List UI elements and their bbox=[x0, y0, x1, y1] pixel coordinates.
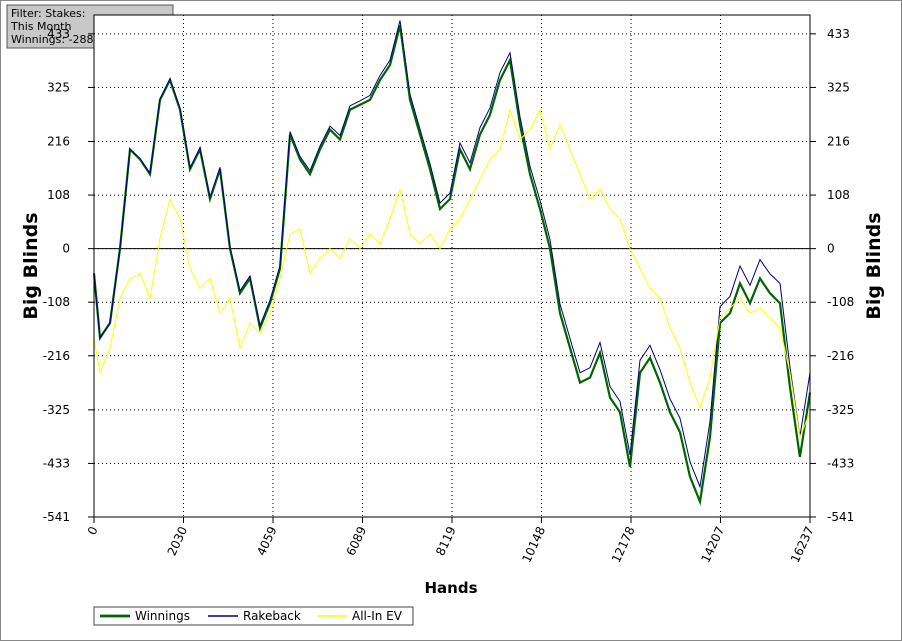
legend-box bbox=[93, 606, 414, 626]
y2-tick-label: 108 bbox=[827, 188, 850, 202]
y-axis-title: Big Blinds bbox=[20, 212, 42, 319]
y-tick-label: -108 bbox=[43, 295, 70, 309]
y2-tick-label: -108 bbox=[827, 295, 854, 309]
y2-axis-title: Big Blinds bbox=[863, 212, 885, 319]
y-tick-label: -433 bbox=[43, 456, 70, 470]
y2-tick-label: 0 bbox=[827, 242, 835, 256]
y-tick-label: 325 bbox=[47, 80, 70, 94]
y2-tick-label: 433 bbox=[827, 27, 850, 41]
y-tick-label: 0 bbox=[62, 242, 70, 256]
legend-label: All-In EV bbox=[352, 609, 403, 623]
y-tick-label: 433 bbox=[47, 27, 70, 41]
y-tick-label: -216 bbox=[43, 349, 70, 363]
legend-label: Winnings bbox=[135, 609, 190, 623]
plot-area bbox=[93, 14, 811, 518]
y2-tick-label: -216 bbox=[827, 349, 854, 363]
info-line: Filter: Stakes: bbox=[11, 7, 85, 20]
y2-tick-label: -433 bbox=[827, 456, 854, 470]
y-tick-label: -541 bbox=[43, 510, 70, 524]
y-tick-label: 108 bbox=[47, 188, 70, 202]
series-line bbox=[93, 20, 811, 489]
y2-tick-label: 216 bbox=[827, 134, 850, 148]
y2-tick-label: -541 bbox=[827, 510, 854, 524]
x-axis-title: Hands bbox=[424, 579, 477, 597]
series-line bbox=[93, 107, 811, 439]
info-line: This Month bbox=[10, 20, 71, 33]
y-tick-label: 216 bbox=[47, 134, 70, 148]
plot-border bbox=[93, 14, 811, 518]
y2-tick-label: 325 bbox=[827, 80, 850, 94]
series-line bbox=[92, 25, 812, 506]
legend-label: Rakeback bbox=[243, 609, 301, 623]
y-tick-label: -325 bbox=[43, 403, 70, 417]
y2-tick-label: -325 bbox=[827, 403, 854, 417]
